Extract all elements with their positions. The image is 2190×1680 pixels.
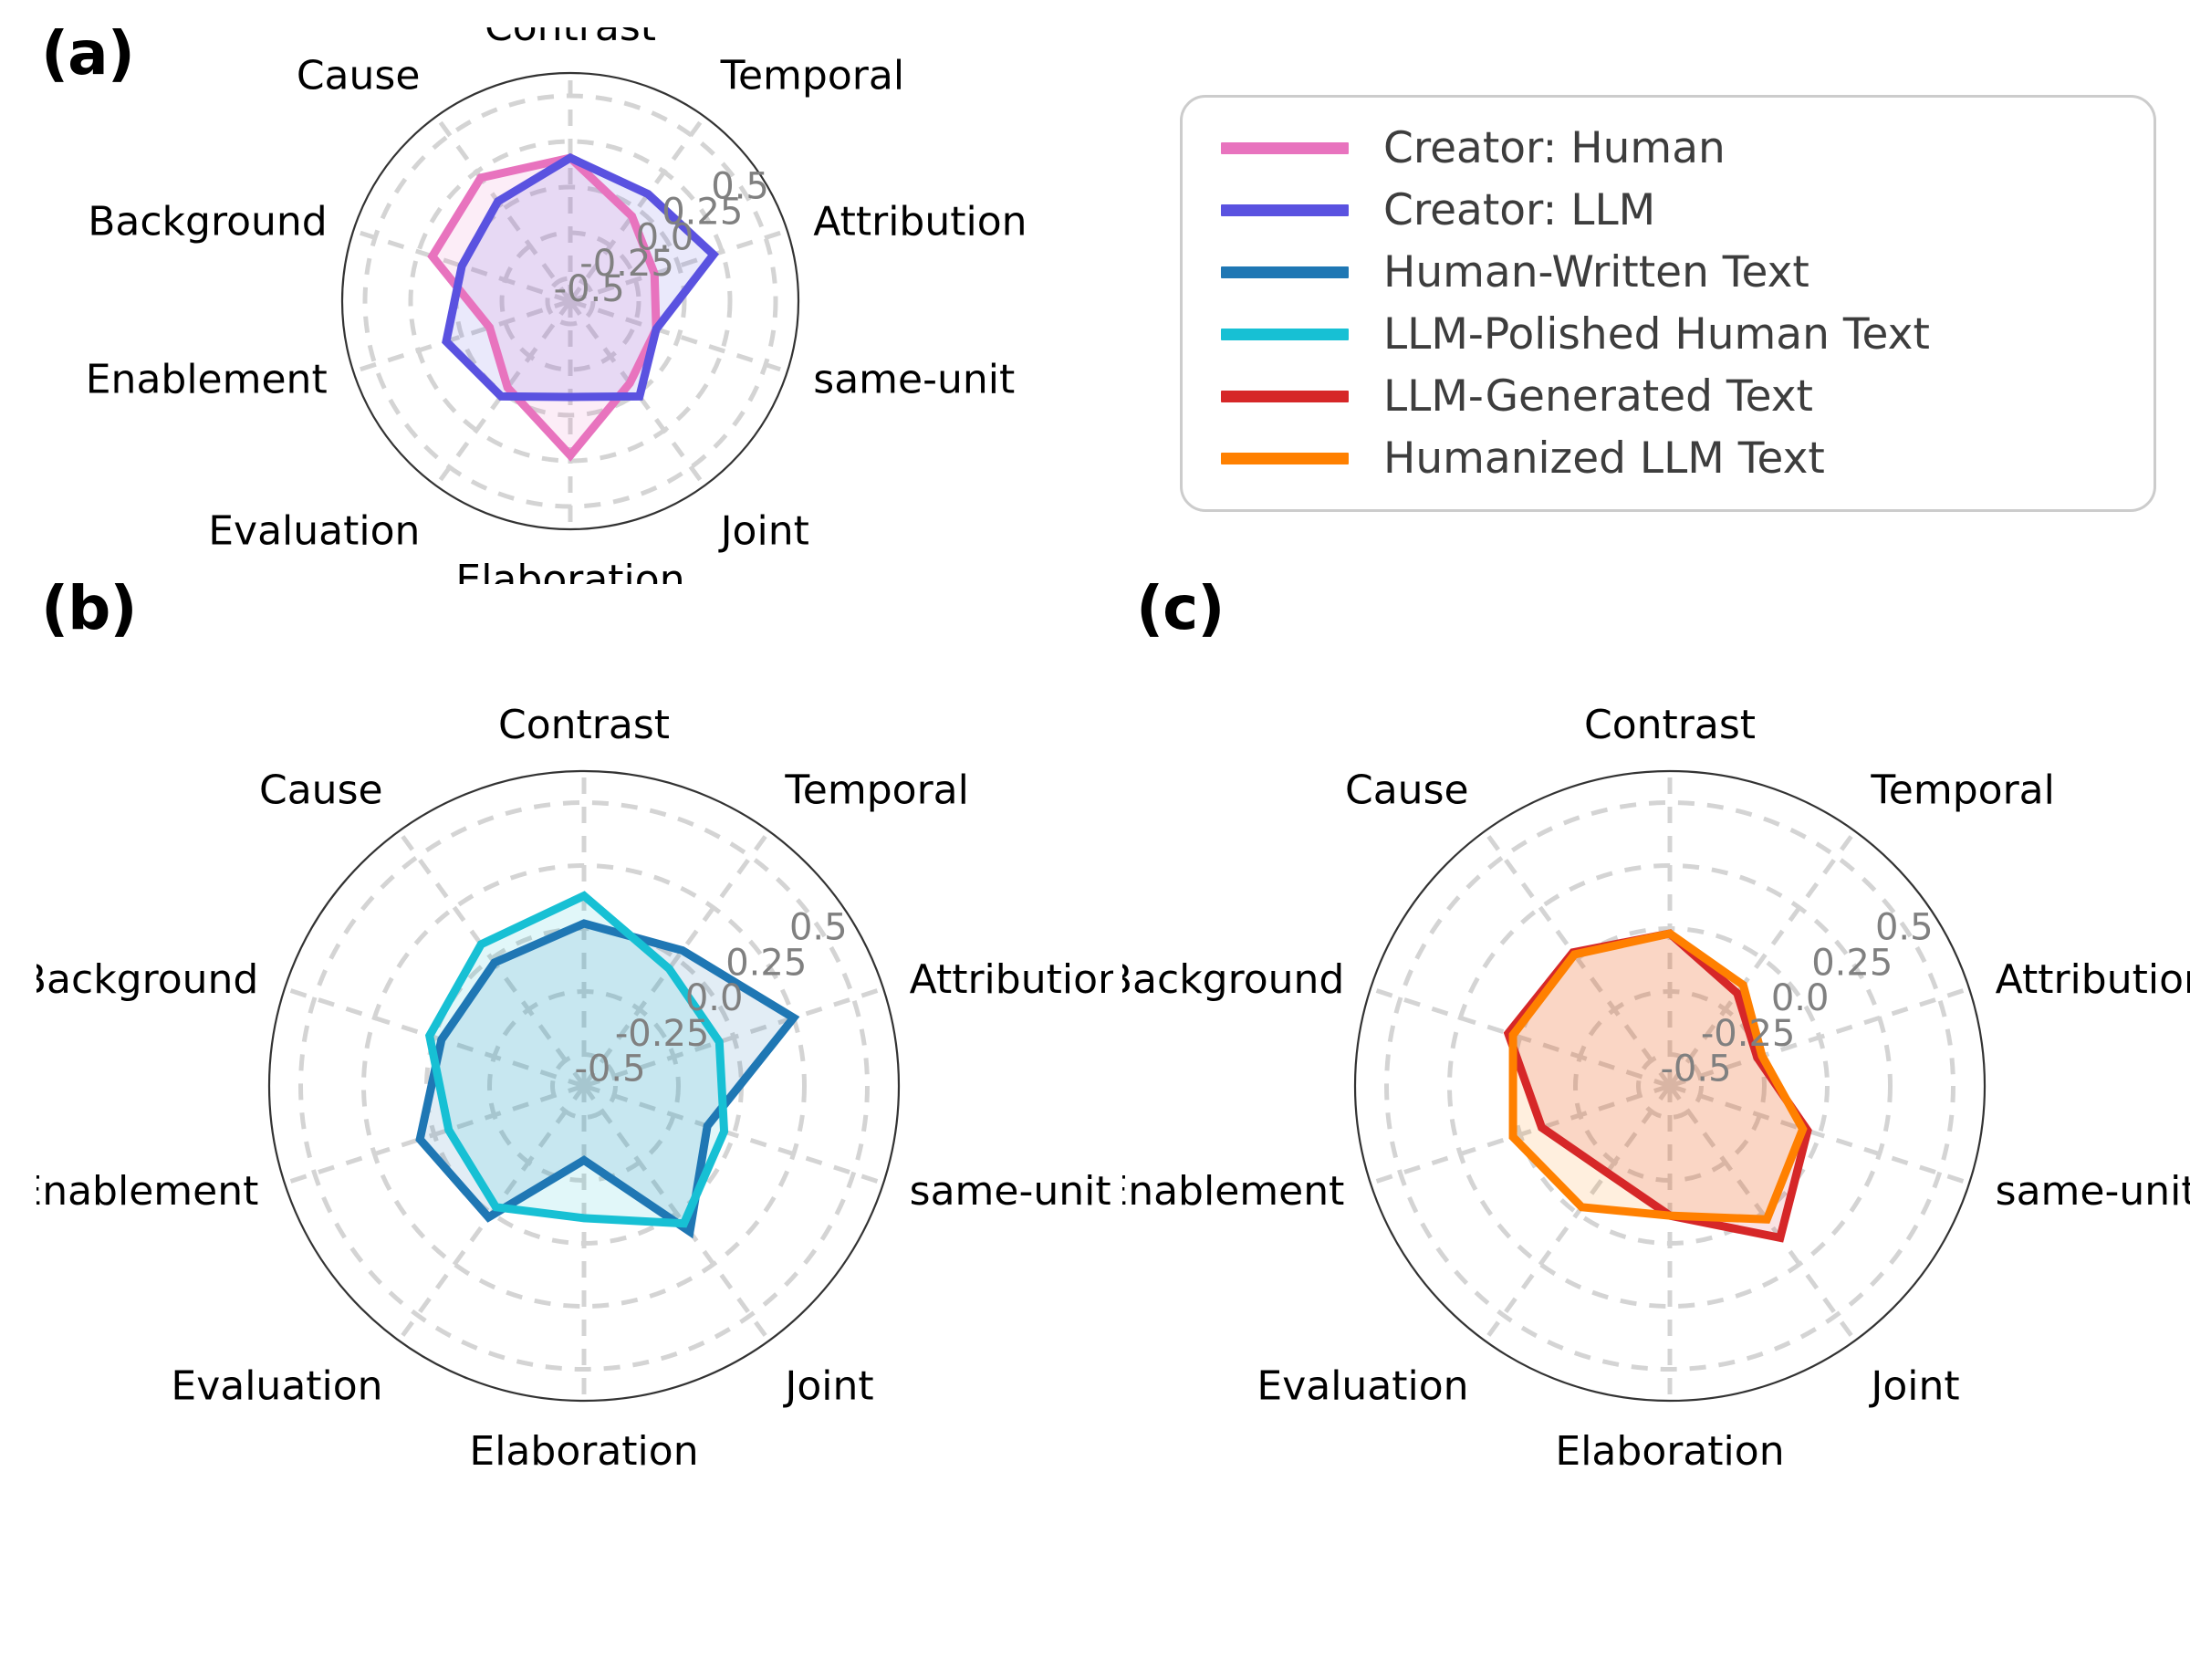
legend-item[interactable]: Creator: Human bbox=[1183, 127, 2154, 170]
radial-tick-label: 0.25 bbox=[662, 192, 743, 234]
radial-tick-label: -0.25 bbox=[615, 1013, 710, 1055]
legend-color-swatch bbox=[1221, 142, 1349, 155]
radar-svg: Contrast Temporal Attribution same-unit Join… bbox=[36, 702, 1113, 1475]
legend-item-label: Human-Written Text bbox=[1383, 247, 1809, 298]
legend-item-label: Creator: Human bbox=[1383, 123, 1726, 174]
radar-series-polygon bbox=[415, 919, 800, 1239]
radar-axis-label: Attribution bbox=[910, 956, 1113, 1003]
radial-tick-label: 0.5 bbox=[711, 166, 769, 208]
legend-color-swatch bbox=[1221, 328, 1349, 340]
panel-tag-c: (c) bbox=[1136, 573, 1225, 643]
radar-axis-label: Attribution bbox=[813, 198, 1027, 245]
legend-item-label: LLM-Generated Text bbox=[1383, 370, 1813, 422]
radar-axis-label: Enablement bbox=[1122, 1168, 1344, 1215]
radar-axis-label: Cause bbox=[297, 52, 421, 99]
radar-axis-label: same-unit bbox=[1996, 1168, 2190, 1215]
radar-axis-label: Temporal bbox=[720, 52, 904, 99]
radar-svg: Contrast Temporal Attribution same-unit Join… bbox=[1122, 702, 2190, 1475]
radar-series-polygon bbox=[442, 152, 719, 402]
radar-axis-label: Evaluation bbox=[1257, 1362, 1468, 1409]
radial-tick-label: 0.5 bbox=[789, 906, 848, 948]
radial-tick-label: -0.5 bbox=[575, 1049, 646, 1090]
legend-item[interactable]: LLM-Polished Human Text bbox=[1183, 313, 2154, 356]
radial-tick-label: -0.25 bbox=[1701, 1013, 1796, 1055]
radar-axis-label: Cause bbox=[1345, 767, 1469, 814]
radar-axis-label: Joint bbox=[718, 508, 809, 555]
radar-axis-label: Enablement bbox=[86, 357, 328, 403]
legend-item-label: LLM-Polished Human Text bbox=[1383, 308, 1930, 360]
radial-tick-label: 0.25 bbox=[725, 942, 807, 984]
legend-color-swatch bbox=[1221, 390, 1349, 402]
radial-tick-label: -0.5 bbox=[1661, 1049, 1732, 1090]
radial-tick-label: -0.25 bbox=[579, 243, 674, 285]
radar-axis-label: Enablement bbox=[36, 1168, 258, 1215]
radar-axis-label: Background bbox=[1122, 956, 1344, 1003]
radial-tick-label: 0.25 bbox=[1811, 942, 1893, 984]
radar-axis-label: Elaboration bbox=[1555, 1428, 1784, 1475]
radial-tick-label: 0.5 bbox=[1875, 906, 1934, 948]
radar-axis-label: Joint bbox=[782, 1362, 873, 1409]
legend-item-label: Creator: LLM bbox=[1383, 185, 1656, 236]
radar-axis-label: Temporal bbox=[1870, 767, 2054, 814]
radar-axis-label: Joint bbox=[1868, 1362, 1959, 1409]
radar-series-polygon bbox=[424, 891, 729, 1228]
legend: Creator: Human Creator: LLM Human-Written … bbox=[1180, 95, 2156, 512]
radar-axis-label: Contrast bbox=[485, 27, 656, 50]
legend-item[interactable]: LLM-Generated Text bbox=[1183, 375, 2154, 418]
radial-tick-label: 0.0 bbox=[636, 217, 694, 259]
radar-axis-label: Attribution bbox=[1996, 956, 2190, 1003]
legend-color-swatch bbox=[1221, 452, 1349, 464]
panel-tag-a: (a) bbox=[41, 18, 135, 89]
legend-color-swatch bbox=[1221, 266, 1349, 279]
radar-axis-label: Elaboration bbox=[455, 557, 684, 584]
radial-tick-label: 0.0 bbox=[685, 977, 744, 1019]
radar-axis-label: Evaluation bbox=[208, 508, 420, 555]
radar-axis-label: Background bbox=[88, 198, 328, 245]
radar-axis-label: Temporal bbox=[784, 767, 968, 814]
legend-item-label: Humanized LLM Text bbox=[1383, 433, 1825, 484]
panel-tag-b: (b) bbox=[41, 573, 138, 643]
radar-chart-a: Contrast Temporal Attribution same-unit Join… bbox=[36, 27, 1113, 584]
radar-axis-label: Evaluation bbox=[171, 1362, 382, 1409]
radar-axis-label: Contrast bbox=[1584, 702, 1756, 748]
radar-series-polygon bbox=[1508, 929, 1808, 1224]
legend-color-swatch bbox=[1221, 204, 1349, 217]
radar-axis-label: same-unit bbox=[910, 1168, 1111, 1215]
radar-svg: Contrast Temporal Attribution same-unit Join… bbox=[86, 27, 1027, 584]
radar-axis-label: Elaboration bbox=[469, 1428, 698, 1475]
radar-axis-label: same-unit bbox=[813, 357, 1015, 403]
radar-chart-c: Contrast Temporal Attribution same-unit Join… bbox=[1122, 570, 2190, 1665]
radial-tick-label: 0.0 bbox=[1771, 977, 1830, 1019]
radar-chart-b: Contrast Temporal Attribution same-unit Join… bbox=[36, 570, 1113, 1665]
radial-tick-label: -0.5 bbox=[554, 268, 625, 310]
radar-axis-label: Background bbox=[36, 956, 258, 1003]
radar-axis-label: Cause bbox=[259, 767, 383, 814]
radar-series-polygon bbox=[427, 153, 661, 462]
radar-axis-label: Contrast bbox=[498, 702, 670, 748]
legend-item[interactable]: Humanized LLM Text bbox=[1183, 437, 2154, 480]
legend-item[interactable]: Creator: LLM bbox=[1183, 189, 2154, 232]
legend-item[interactable]: Human-Written Text bbox=[1183, 251, 2154, 294]
